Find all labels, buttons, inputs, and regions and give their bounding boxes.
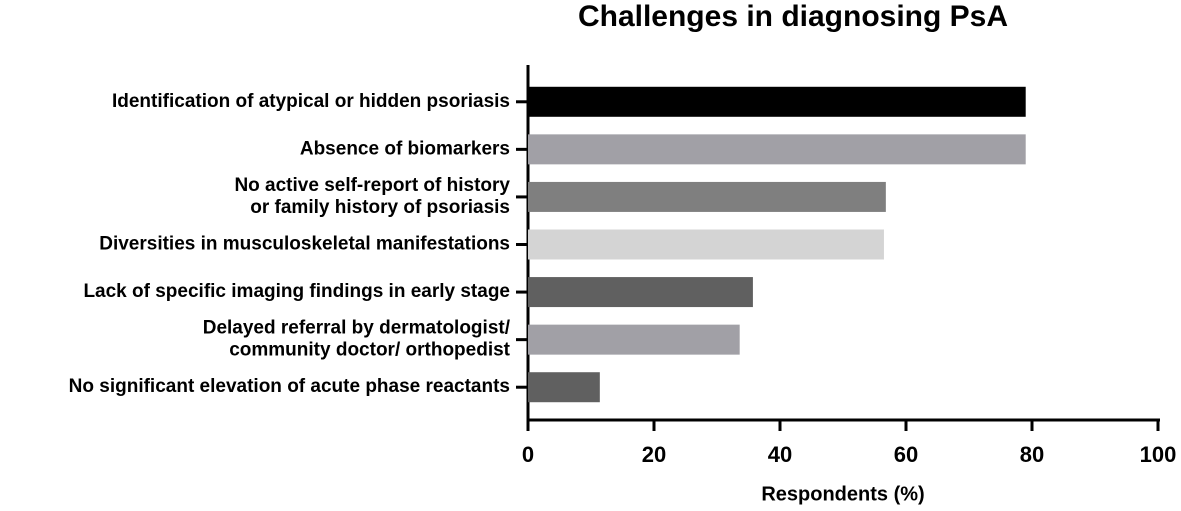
x-tick-label: 40	[768, 442, 792, 467]
y-tick-label: No significant elevation of acute phase …	[69, 376, 510, 397]
y-tick-label: Diversities in musculoskeletal manifesta…	[99, 234, 510, 255]
y-tick-label: Lack of specific imaging findings in ear…	[83, 281, 510, 302]
x-tick-label: 0	[522, 442, 534, 467]
x-tick-label: 20	[642, 442, 666, 467]
y-tick-label: Absence of biomarkers	[300, 138, 510, 159]
x-tick-label: 60	[894, 442, 918, 467]
x-tick-label: 100	[1140, 442, 1177, 467]
bar	[528, 134, 1026, 165]
x-tick-label: 80	[1020, 442, 1044, 467]
bar	[528, 277, 753, 308]
bar	[528, 372, 600, 403]
y-tick-label: No active self-report of history or famil…	[234, 175, 510, 218]
y-tick-label: Delayed referral by dermatologist/commun…	[203, 318, 511, 361]
bar	[528, 324, 740, 355]
bar	[528, 229, 884, 260]
bar	[528, 181, 886, 212]
chart-title: Challenges in diagnosing PsA	[578, 0, 1008, 33]
bar	[528, 86, 1026, 117]
x-axis-label: Respondents (%)	[761, 483, 924, 505]
y-tick-label: Identification of atypical or hidden pso…	[112, 91, 510, 112]
